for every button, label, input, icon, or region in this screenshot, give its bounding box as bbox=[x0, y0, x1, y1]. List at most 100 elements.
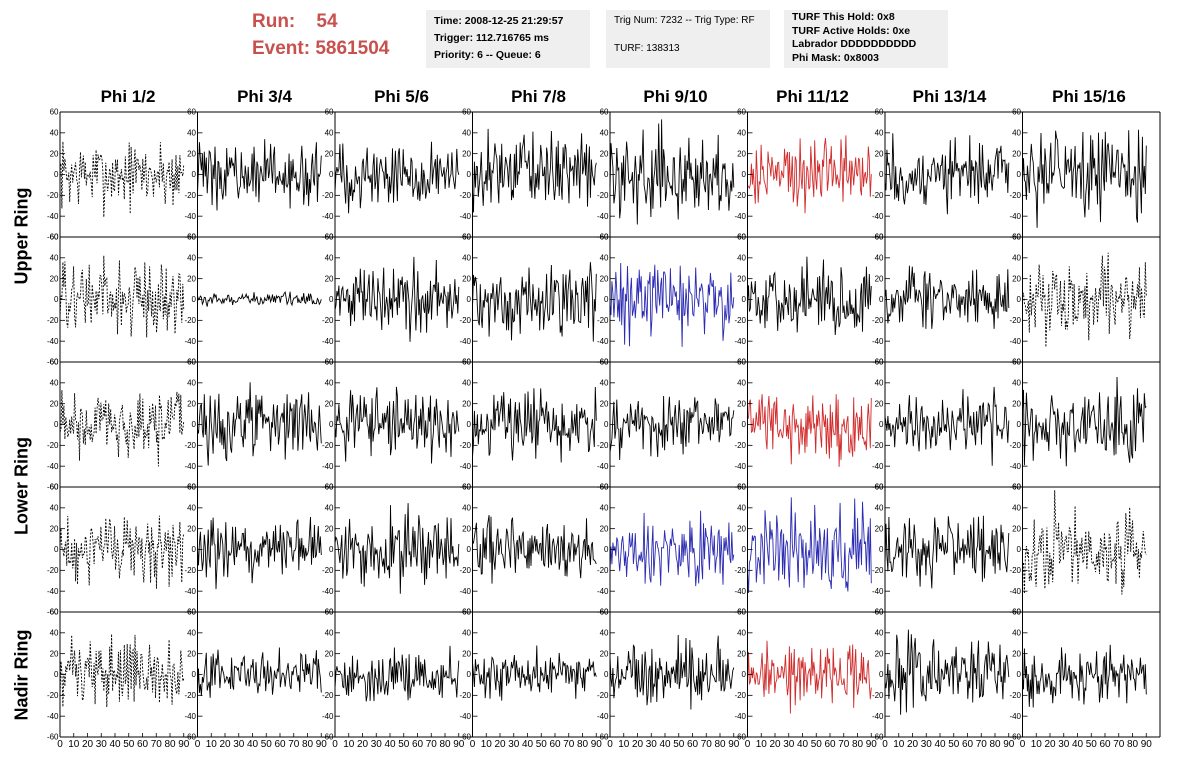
y-tick-label-r4-c4-3: 0 bbox=[467, 545, 472, 554]
y-tick-label-r3-c7-3: 0 bbox=[879, 420, 884, 429]
trig-info-box: Trig Num: 7232 -- Trig Type: RF TURF: 13… bbox=[606, 10, 770, 68]
y-tick-label-r3-c6-5: 40 bbox=[737, 378, 746, 387]
y-tick-label-r3-c6-4: 20 bbox=[737, 399, 746, 408]
y-tick-label-r2-c4-4: 20 bbox=[462, 274, 471, 283]
waveform-trace-r1-c4 bbox=[472, 128, 597, 213]
waveform-trace-r3-c3 bbox=[334, 386, 460, 464]
x-tick-label-c8-9: 90 bbox=[1141, 739, 1153, 750]
phi-header-1: Phi 1/2 bbox=[100, 87, 156, 106]
y-tick-label-r2-c7-4: 20 bbox=[875, 274, 884, 283]
y-tick-label-r5-c4-6: 60 bbox=[462, 608, 471, 617]
run-row: Run: 54 bbox=[252, 8, 389, 35]
x-tick-label-c7-4: 40 bbox=[934, 739, 946, 750]
y-tick-label-r4-c1-5: 40 bbox=[50, 503, 59, 512]
y-tick-label-r5-c6-2: -20 bbox=[734, 691, 746, 700]
waveform-trace-r1-c1 bbox=[59, 141, 185, 218]
waveform-trace-r4-c4 bbox=[472, 515, 597, 584]
waveform-trace-r4-c1 bbox=[59, 515, 185, 589]
y-tick-label-r2-c7-5: 40 bbox=[875, 253, 884, 262]
x-tick-label-c5-4: 40 bbox=[659, 739, 671, 750]
y-tick-label-r3-c2-0: -60 bbox=[184, 483, 196, 492]
y-tick-label-r5-c8-6: 60 bbox=[1012, 608, 1021, 617]
y-tick-label-r5-c3-4: 20 bbox=[325, 649, 334, 658]
waveform-trace-r5-c4 bbox=[472, 645, 597, 701]
y-tick-label-r1-c6-2: -20 bbox=[734, 191, 746, 200]
y-tick-label-r2-c8-4: 20 bbox=[1012, 274, 1021, 283]
phi-header-8: Phi 15/16 bbox=[1052, 87, 1126, 106]
x-tick-label-c8-1: 10 bbox=[1031, 739, 1043, 750]
y-tick-label-r2-c8-1: -40 bbox=[1009, 337, 1021, 346]
y-tick-label-r4-c8-1: -40 bbox=[1009, 587, 1021, 596]
y-tick-label-r3-c6-3: 0 bbox=[742, 420, 747, 429]
y-tick-label-r5-c5-3: 0 bbox=[604, 670, 609, 679]
y-tick-label-r5-c2-3: 0 bbox=[192, 670, 197, 679]
y-tick-label-r3-c2-3: 0 bbox=[192, 420, 197, 429]
x-tick-label-c7-5: 50 bbox=[948, 739, 960, 750]
x-tick-label-c1-7: 70 bbox=[151, 739, 163, 750]
y-tick-label-r4-c5-4: 20 bbox=[600, 524, 609, 533]
x-tick-label-c4-9: 90 bbox=[591, 739, 603, 750]
y-tick-label-r4-c1-1: -40 bbox=[47, 587, 59, 596]
y-tick-label-r1-c7-3: 0 bbox=[879, 170, 884, 179]
y-tick-label-r5-c4-3: 0 bbox=[467, 670, 472, 679]
y-tick-label-r1-c1-4: 20 bbox=[50, 149, 59, 158]
y-tick-label-r3-c7-5: 40 bbox=[875, 378, 884, 387]
x-tick-label-c3-7: 70 bbox=[426, 739, 438, 750]
y-tick-label-r3-c3-0: -60 bbox=[322, 483, 334, 492]
y-tick-label-r3-c3-2: -20 bbox=[322, 441, 334, 450]
waveform-trace-r5-c8 bbox=[1022, 644, 1147, 708]
event-value: 5861504 bbox=[315, 38, 390, 59]
y-tick-label-r4-c3-5: 40 bbox=[325, 503, 334, 512]
trig-line: Trig Num: 7232 -- Trig Type: RF bbox=[614, 15, 755, 26]
y-tick-label-r1-c2-0: -60 bbox=[184, 233, 196, 242]
x-tick-label-c7-2: 20 bbox=[907, 739, 919, 750]
y-tick-label-r4-c4-2: -20 bbox=[459, 566, 471, 575]
y-tick-label-r1-c3-6: 60 bbox=[325, 108, 334, 117]
y-tick-label-r2-c6-3: 0 bbox=[742, 295, 747, 304]
y-tick-label-r1-c7-2: -20 bbox=[872, 191, 884, 200]
y-tick-label-r4-c4-6: 60 bbox=[462, 483, 471, 492]
y-tick-label-r1-c7-6: 60 bbox=[875, 108, 884, 117]
y-tick-label-r2-c2-1: -40 bbox=[184, 337, 196, 346]
y-tick-label-r2-c3-4: 20 bbox=[325, 274, 334, 283]
x-tick-label-c8-2: 20 bbox=[1044, 739, 1056, 750]
y-tick-label-r2-c7-6: 60 bbox=[875, 233, 884, 242]
waveform-trace-r3-c2 bbox=[197, 382, 322, 466]
y-tick-label-r2-c7-0: -60 bbox=[872, 358, 884, 367]
priority-line: Priority: 6 -- Queue: 6 bbox=[434, 49, 541, 61]
turf-line: TURF: 138313 bbox=[614, 43, 680, 54]
waveform-trace-r2-c6 bbox=[747, 256, 872, 336]
time-line: Time: 2008-12-25 21:29:57 bbox=[434, 15, 564, 27]
phi-header-7: Phi 13/14 bbox=[912, 87, 987, 106]
labrador-line: Labrador DDDDDDDDDD bbox=[792, 38, 917, 50]
x-tick-label-c8-8: 80 bbox=[1127, 739, 1139, 750]
x-tick-label-c2-0: 0 bbox=[195, 739, 201, 750]
y-tick-label-r1-c6-3: 0 bbox=[742, 170, 747, 179]
y-tick-label-r5-c6-3: 0 bbox=[742, 670, 747, 679]
y-tick-label-r3-c1-0: -60 bbox=[47, 483, 59, 492]
y-tick-label-r1-c8-4: 20 bbox=[1012, 149, 1021, 158]
waveform-trace-r2-c4 bbox=[472, 262, 597, 342]
y-tick-label-r1-c5-3: 0 bbox=[604, 170, 609, 179]
x-tick-label-c5-7: 70 bbox=[701, 739, 713, 750]
waveform-trace-r4-c2 bbox=[197, 516, 322, 590]
waveform-trace-r2-c2 bbox=[197, 291, 322, 307]
y-tick-label-r1-c3-1: -40 bbox=[322, 212, 334, 221]
y-tick-label-r2-c6-5: 40 bbox=[737, 253, 746, 262]
y-tick-label-r3-c4-6: 60 bbox=[462, 358, 471, 367]
y-tick-label-r4-c4-4: 20 bbox=[462, 524, 471, 533]
y-tick-label-r1-c8-0: -60 bbox=[1009, 233, 1021, 242]
y-tick-label-r2-c8-2: -20 bbox=[1009, 316, 1021, 325]
y-tick-label-r1-c1-1: -40 bbox=[47, 212, 59, 221]
x-tick-label-c8-4: 40 bbox=[1072, 739, 1084, 750]
y-tick-label-r5-c2-4: 20 bbox=[187, 649, 196, 658]
y-tick-label-r4-c8-3: 0 bbox=[1017, 545, 1022, 554]
x-tick-label-c4-4: 40 bbox=[522, 739, 534, 750]
y-tick-label-r5-c1-4: 20 bbox=[50, 649, 59, 658]
x-tick-label-c2-3: 30 bbox=[233, 739, 245, 750]
y-tick-label-r5-c1-3: 0 bbox=[54, 670, 59, 679]
phi-header-6: Phi 11/12 bbox=[776, 87, 849, 106]
y-tick-label-r1-c8-1: -40 bbox=[1009, 212, 1021, 221]
x-tick-label-c6-4: 40 bbox=[797, 739, 809, 750]
x-tick-label-c5-2: 20 bbox=[632, 739, 644, 750]
